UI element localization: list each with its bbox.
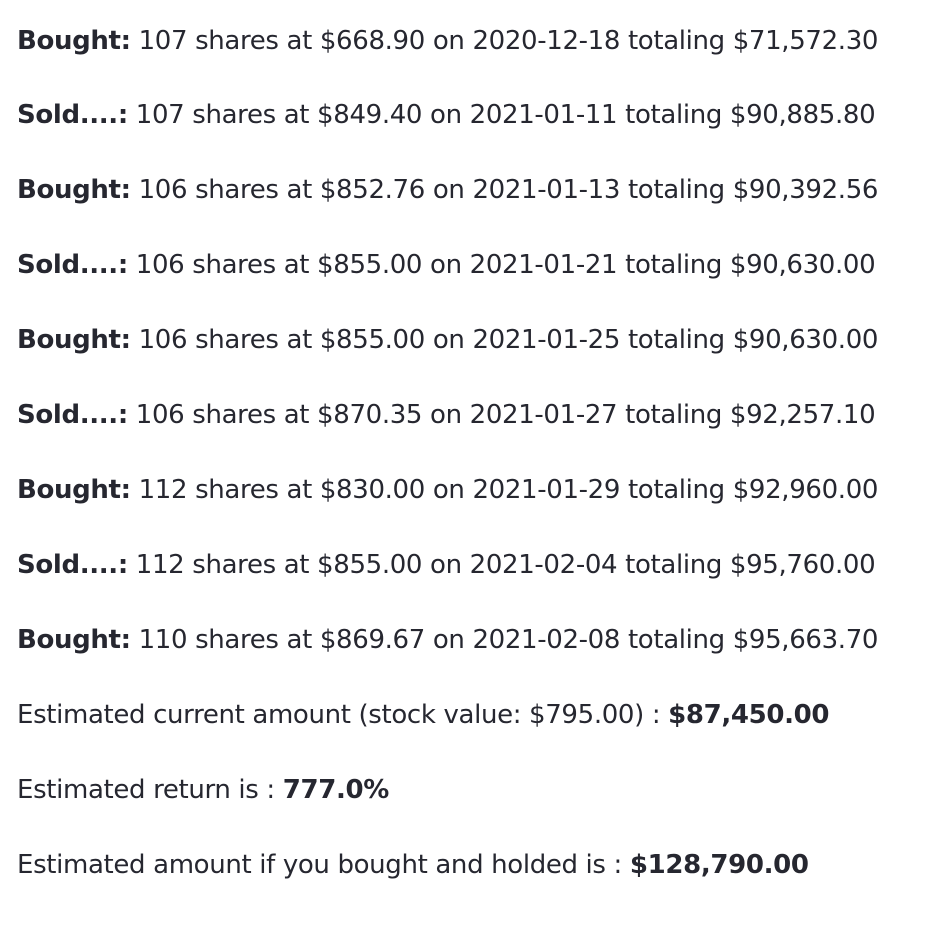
transaction-label: Bought: <box>17 625 131 655</box>
transaction-line: Sold....: 107 shares at $849.40 on 2021-… <box>17 74 930 149</box>
return-label: Estimated return is : <box>17 775 283 805</box>
transaction-label: Bought: <box>17 26 131 56</box>
transaction-log: Bought: 107 shares at $668.90 on 2020-12… <box>17 0 930 899</box>
transaction-label: Sold....: <box>17 400 128 430</box>
transaction-line: Bought: 107 shares at $668.90 on 2020-12… <box>17 0 930 74</box>
hold-amount-value: $128,790.00 <box>629 850 809 880</box>
transaction-line: Sold....: 106 shares at $855.00 on 2021-… <box>17 224 930 299</box>
transaction-detail: 110 shares at $869.67 on 2021-02-08 tota… <box>130 625 879 655</box>
hold-amount-label: Estimated amount if you bought and holde… <box>17 850 630 880</box>
current-amount-value: $87,450.00 <box>668 700 830 730</box>
transaction-detail: 106 shares at $870.35 on 2021-01-27 tota… <box>127 400 876 430</box>
transaction-line: Bought: 106 shares at $855.00 on 2021-01… <box>17 299 930 374</box>
transaction-line: Bought: 106 shares at $852.76 on 2021-01… <box>17 149 930 224</box>
transaction-detail: 106 shares at $855.00 on 2021-01-21 tota… <box>127 250 876 280</box>
transaction-label: Bought: <box>17 175 131 205</box>
transaction-detail: 107 shares at $849.40 on 2021-01-11 tota… <box>127 100 876 130</box>
current-amount-label: Estimated current amount (stock value: $… <box>17 700 669 730</box>
transaction-line: Bought: 112 shares at $830.00 on 2021-01… <box>17 449 930 524</box>
transaction-detail: 112 shares at $830.00 on 2021-01-29 tota… <box>130 475 879 505</box>
transaction-detail: 106 shares at $855.00 on 2021-01-25 tota… <box>130 325 879 355</box>
transaction-label: Sold....: <box>17 550 128 580</box>
return-line: Estimated return is : 777.0% <box>17 749 930 824</box>
transaction-detail: 106 shares at $852.76 on 2021-01-13 tota… <box>130 175 879 205</box>
transaction-label: Bought: <box>17 475 131 505</box>
transaction-line: Sold....: 112 shares at $855.00 on 2021-… <box>17 524 930 599</box>
transaction-detail: 107 shares at $668.90 on 2020-12-18 tota… <box>130 26 879 56</box>
transaction-label: Bought: <box>17 325 131 355</box>
transaction-detail: 112 shares at $855.00 on 2021-02-04 tota… <box>127 550 876 580</box>
hold-amount-line: Estimated amount if you bought and holde… <box>17 824 930 899</box>
transaction-label: Sold....: <box>17 250 128 280</box>
transaction-line: Sold....: 106 shares at $870.35 on 2021-… <box>17 374 930 449</box>
transaction-label: Sold....: <box>17 100 128 130</box>
transaction-line: Bought: 110 shares at $869.67 on 2021-02… <box>17 599 930 674</box>
current-amount-line: Estimated current amount (stock value: $… <box>17 674 930 749</box>
return-value: 777.0% <box>282 775 390 805</box>
